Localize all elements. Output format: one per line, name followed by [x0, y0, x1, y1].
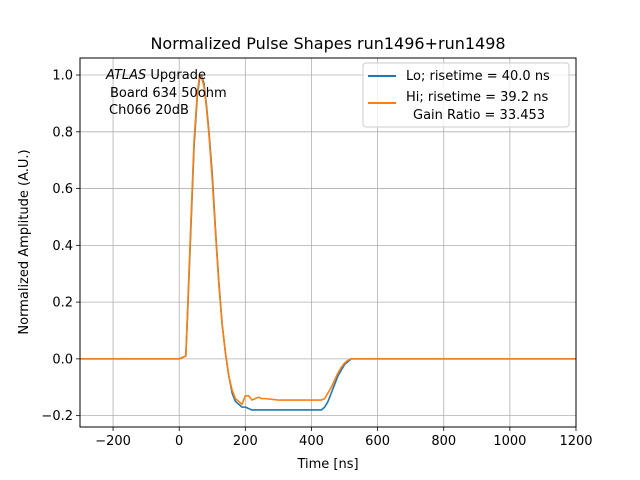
atlas-label: ATLAS [105, 68, 146, 83]
series-line-hi [80, 74, 576, 406]
legend-label-lo: Lo; risetime = 40.0 ns [406, 69, 550, 84]
annotation-line-1: ATLAS Upgrade [105, 68, 206, 83]
legend: Lo; risetime = 40.0 ns Hi; risetime = 39… [362, 62, 570, 128]
annotation-line-3: Ch066 20dB [109, 103, 189, 118]
y-tick-label: 0.6 [52, 182, 73, 197]
y-tick-label: 0.4 [52, 239, 73, 254]
y-tick-label: −0.2 [41, 409, 73, 424]
x-axis-label: Time [ns] [296, 457, 358, 472]
x-tick-label: −200 [95, 434, 131, 449]
chart-title: Normalized Pulse Shapes run1496+run1498 [150, 34, 505, 53]
y-axis-label: Normalized Amplitude (A.U.) [17, 149, 32, 334]
legend-label-gain-ratio: Gain Ratio = 33.453 [413, 108, 545, 123]
x-tick-label: 0 [175, 434, 183, 449]
x-tick-label: 600 [365, 434, 390, 449]
x-tick-label: 200 [233, 434, 258, 449]
legend-box [362, 62, 570, 128]
x-axis-ticks: −200 0 200 400 600 800 1000 1200 [95, 427, 593, 449]
series-layer [80, 74, 576, 411]
y-tick-label: 0.0 [52, 352, 73, 367]
y-tick-label: 0.2 [52, 296, 73, 311]
y-tick-label: 0.8 [52, 125, 73, 140]
annotation-line-2: Board 634 50ohm [110, 86, 227, 101]
plot-frame [79, 57, 577, 428]
y-axis-ticks: −0.2 0.0 0.2 0.4 0.6 0.8 1.0 [41, 69, 80, 424]
x-tick-label: 1000 [493, 434, 526, 449]
atlas-annotation: ATLAS Upgrade Board 634 50ohm Ch066 20dB [105, 68, 227, 118]
y-tick-label: 1.0 [52, 69, 73, 84]
legend-label-hi: Hi; risetime = 39.2 ns [406, 90, 548, 105]
x-tick-label: 400 [299, 434, 324, 449]
x-tick-label: 800 [431, 434, 456, 449]
x-tick-label: 1200 [559, 434, 592, 449]
upgrade-label: Upgrade [146, 68, 206, 83]
